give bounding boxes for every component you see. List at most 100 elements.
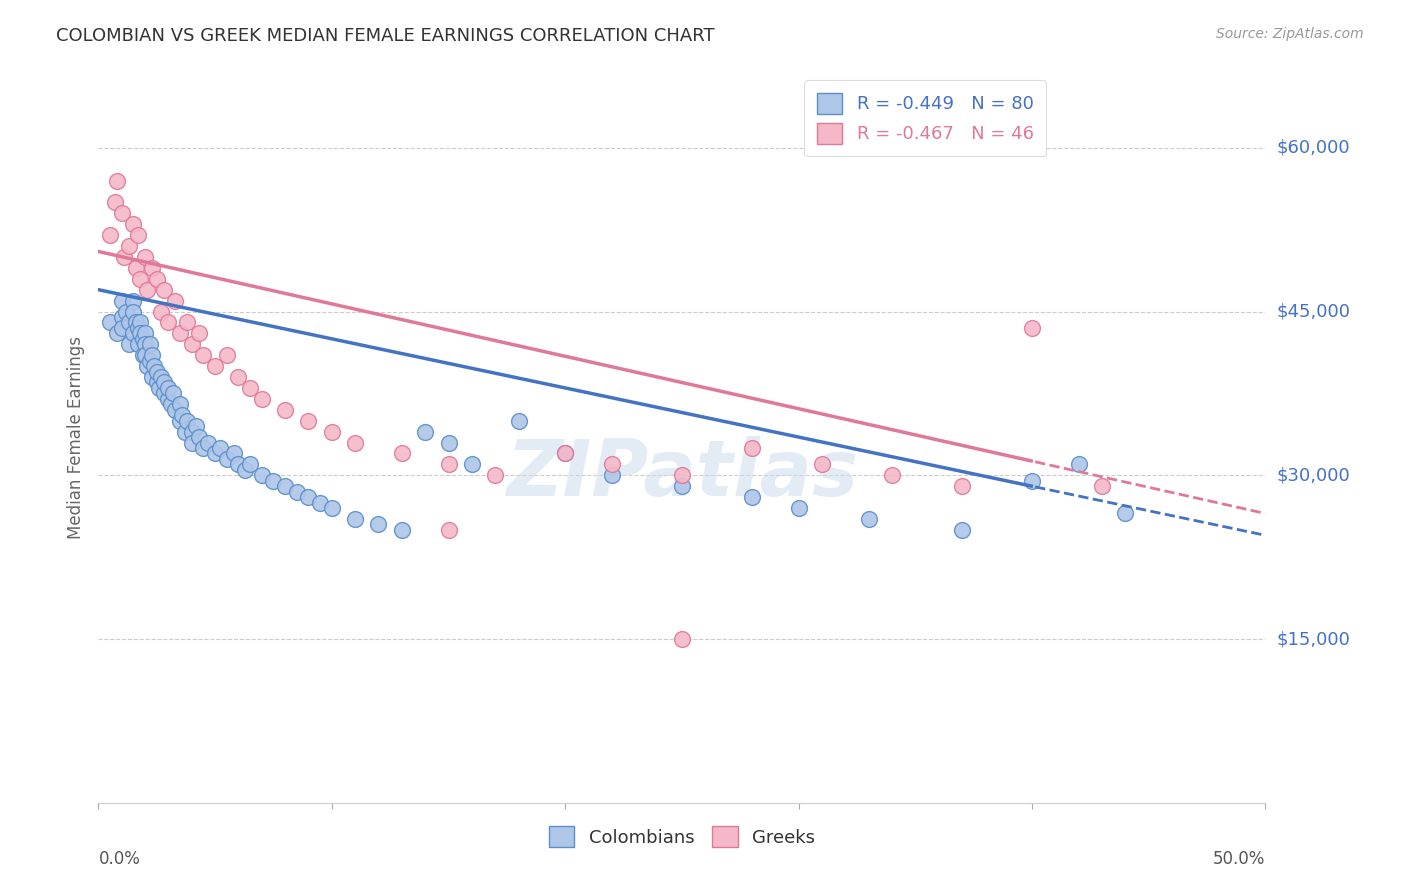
Y-axis label: Median Female Earnings: Median Female Earnings: [66, 335, 84, 539]
Point: [111, 293, 134, 308]
Point: [858, 512, 880, 526]
Point: [129, 315, 152, 329]
Point: [141, 370, 163, 384]
Point: [173, 425, 195, 439]
Point: [554, 446, 576, 460]
Point: [250, 468, 273, 483]
Point: [187, 326, 209, 341]
Point: [1114, 507, 1136, 521]
Point: [321, 425, 343, 439]
Point: [285, 484, 308, 499]
Point: [129, 326, 152, 341]
Point: [165, 293, 187, 308]
Point: [112, 250, 135, 264]
Point: [98, 228, 121, 243]
Point: [136, 359, 159, 373]
Point: [344, 512, 367, 526]
Point: [250, 392, 273, 406]
Point: [600, 458, 623, 472]
Point: [172, 409, 194, 423]
Point: [228, 370, 250, 384]
Point: [787, 501, 810, 516]
Text: $15,000: $15,000: [1277, 630, 1350, 648]
Point: [146, 365, 169, 379]
Point: [104, 195, 127, 210]
Point: [187, 430, 209, 444]
Point: [118, 239, 141, 253]
Text: 50.0%: 50.0%: [1213, 850, 1265, 868]
Point: [157, 392, 180, 406]
Point: [274, 479, 297, 493]
Point: [165, 402, 187, 417]
Point: [262, 474, 284, 488]
Point: [159, 397, 181, 411]
Point: [122, 304, 145, 318]
Point: [111, 321, 134, 335]
Point: [111, 206, 134, 220]
Point: [391, 523, 413, 537]
Point: [239, 381, 262, 395]
Text: $60,000: $60,000: [1277, 139, 1350, 157]
Text: COLOMBIAN VS GREEK MEDIAN FEMALE EARNINGS CORRELATION CHART: COLOMBIAN VS GREEK MEDIAN FEMALE EARNING…: [56, 27, 714, 45]
Point: [297, 414, 319, 428]
Text: $45,000: $45,000: [1277, 302, 1351, 320]
Point: [484, 468, 506, 483]
Point: [132, 332, 155, 346]
Point: [122, 293, 145, 308]
Point: [391, 446, 413, 460]
Point: [98, 315, 121, 329]
Point: [146, 272, 169, 286]
Point: [950, 523, 973, 537]
Point: [127, 337, 149, 351]
Point: [180, 435, 202, 450]
Point: [148, 381, 170, 395]
Point: [180, 337, 202, 351]
Point: [132, 348, 155, 362]
Point: [215, 348, 238, 362]
Point: [122, 217, 145, 231]
Point: [127, 228, 149, 243]
Point: [136, 283, 159, 297]
Point: [193, 348, 215, 362]
Point: [437, 458, 460, 472]
Point: [204, 359, 226, 373]
Point: [125, 315, 148, 329]
Point: [105, 173, 128, 187]
Point: [208, 441, 231, 455]
Point: [367, 517, 389, 532]
Point: [176, 414, 198, 428]
Point: [152, 283, 174, 297]
Point: [671, 468, 693, 483]
Text: 0.0%: 0.0%: [98, 850, 141, 868]
Text: Source: ZipAtlas.com: Source: ZipAtlas.com: [1216, 27, 1364, 41]
Point: [115, 304, 138, 318]
Point: [176, 315, 198, 329]
Point: [162, 386, 184, 401]
Point: [413, 425, 436, 439]
Point: [228, 458, 250, 472]
Point: [204, 446, 226, 460]
Point: [152, 386, 174, 401]
Point: [215, 451, 238, 466]
Point: [309, 495, 332, 509]
Point: [118, 315, 141, 329]
Point: [122, 326, 145, 341]
Point: [169, 414, 191, 428]
Point: [134, 348, 156, 362]
Point: [235, 463, 257, 477]
Point: [1091, 479, 1114, 493]
Text: ZIPatlas: ZIPatlas: [506, 435, 858, 512]
Point: [125, 260, 148, 275]
Point: [193, 441, 215, 455]
Point: [1021, 474, 1043, 488]
Point: [134, 326, 156, 341]
Point: [150, 304, 173, 318]
Text: $30,000: $30,000: [1277, 467, 1350, 484]
Point: [197, 435, 219, 450]
Legend: Colombians, Greeks: Colombians, Greeks: [536, 814, 828, 860]
Point: [127, 321, 149, 335]
Point: [157, 381, 180, 395]
Point: [139, 337, 162, 351]
Point: [134, 337, 156, 351]
Point: [671, 632, 693, 646]
